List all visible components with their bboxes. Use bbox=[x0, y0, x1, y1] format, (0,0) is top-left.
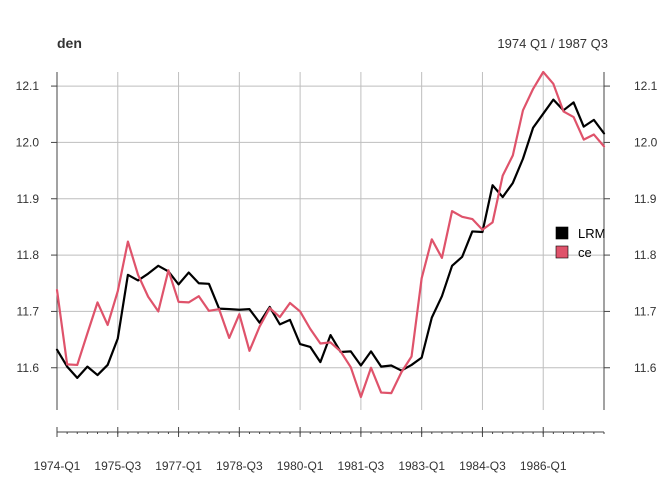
series-line-lrm bbox=[55, 98, 606, 379]
y-tick-label-left: 12.1 bbox=[16, 79, 40, 93]
y-tick-label-left: 11.9 bbox=[17, 192, 40, 206]
x-tick-label: 1981-Q3 bbox=[338, 459, 385, 473]
x-tick-label: 1986-Q1 bbox=[520, 459, 567, 473]
series-lines bbox=[55, 70, 606, 399]
y-tick-label-right: 12.0 bbox=[634, 135, 658, 149]
y-tick-label-right: 11.6 bbox=[634, 361, 657, 375]
chart-title: den bbox=[57, 35, 82, 51]
grid bbox=[56, 72, 604, 410]
y-tick-label-right: 11.7 bbox=[634, 304, 657, 318]
legend: LRM ce bbox=[555, 226, 605, 260]
x-tick-label: 1975-Q3 bbox=[94, 459, 141, 473]
x-tick-label: 1978-Q3 bbox=[216, 459, 263, 473]
y-tick-label-left: 11.6 bbox=[17, 361, 40, 375]
legend-label-lrm: LRM bbox=[578, 226, 605, 241]
legend-label-ce: ce bbox=[578, 245, 592, 260]
chart-subtitle: 1974 Q1 / 1987 Q3 bbox=[497, 36, 608, 51]
y-tick-label-left: 11.7 bbox=[17, 304, 40, 318]
axes: 11.6 11.6 11.7 11.7 11.8 11.8 11.9 11.9 12.0 12.0… bbox=[16, 72, 658, 473]
x-tick-label: 1980-Q1 bbox=[277, 459, 324, 473]
y-tick-label-right: 12.1 bbox=[634, 79, 658, 93]
x-tick-label: 1974-Q1 bbox=[34, 459, 81, 473]
y-tick-label-right: 11.9 bbox=[634, 192, 657, 206]
legend-swatch-ce bbox=[555, 245, 569, 259]
y-tick-label-left: 12.0 bbox=[16, 135, 40, 149]
y-tick-label-left: 11.8 bbox=[17, 248, 40, 262]
x-tick-label: 1984-Q3 bbox=[459, 459, 506, 473]
x-tick-label: 1977-Q1 bbox=[155, 459, 202, 473]
y-tick-label-right: 11.8 bbox=[634, 248, 657, 262]
legend-swatch-lrm bbox=[555, 226, 569, 240]
x-tick-label: 1983-Q1 bbox=[398, 459, 445, 473]
series-line-ce bbox=[55, 70, 606, 399]
